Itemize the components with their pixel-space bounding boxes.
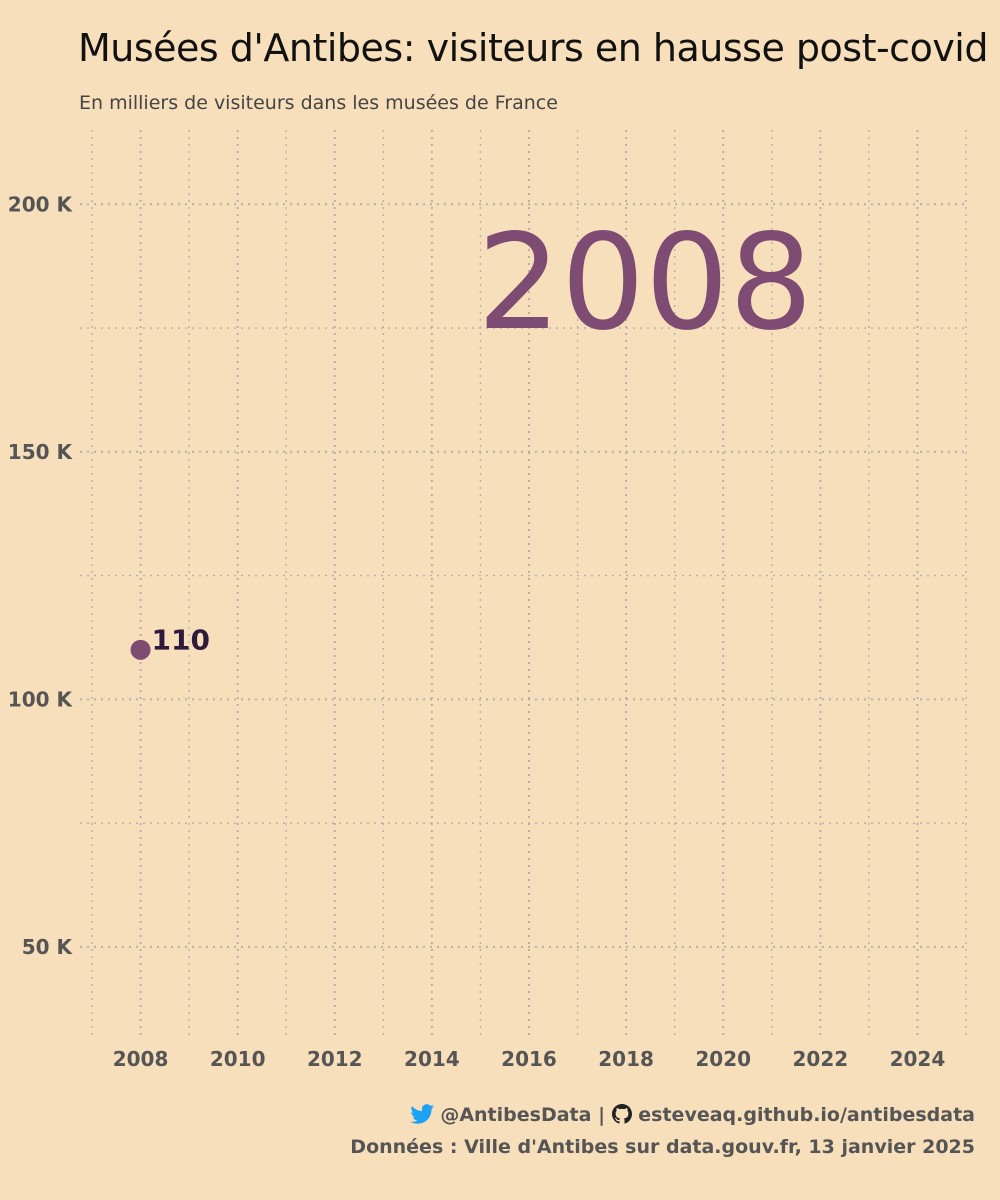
twitter-handle[interactable]: @AntibesData xyxy=(440,1104,592,1126)
x-tick-label: 2012 xyxy=(307,1047,363,1071)
chart-area: 50 K 100 K 150 K 200 K 2008 2010 2012 2014 2016… xyxy=(8,130,967,1071)
x-tick-label: 2022 xyxy=(792,1047,848,1071)
y-tick-label: 100 K xyxy=(8,687,74,711)
y-axis-tick-labels: 50 K 100 K 150 K 200 K xyxy=(8,192,74,959)
x-axis-tick-labels: 2008 2010 2012 2014 2016 2018 2020 2022 2024 xyxy=(113,1047,946,1071)
twitter-bird-icon xyxy=(409,1104,434,1124)
data-source: Données : Ville d'Antibes sur data.gouv.… xyxy=(350,1136,975,1158)
current-year-label: 2008 xyxy=(477,206,813,360)
chart-subtitle: En milliers de visiteurs dans les musées… xyxy=(79,92,558,114)
chart-title: Musées d'Antibes: visiteurs en hausse po… xyxy=(78,26,989,70)
y-tick-label: 150 K xyxy=(8,440,74,464)
data-point-label: 110 xyxy=(152,623,210,656)
x-tick-label: 2018 xyxy=(598,1047,654,1071)
y-tick-label: 200 K xyxy=(8,192,74,216)
y-tick-label: 50 K xyxy=(22,935,74,959)
credits-line: @AntibesData | esteveaq.github.io/antibe… xyxy=(409,1104,975,1126)
caption-separator: | xyxy=(598,1104,606,1126)
github-url[interactable]: esteveaq.github.io/antibesdata xyxy=(638,1104,975,1126)
x-tick-label: 2020 xyxy=(695,1047,751,1071)
grid-lines xyxy=(80,130,967,1036)
x-tick-label: 2010 xyxy=(210,1047,266,1071)
x-tick-label: 2008 xyxy=(113,1047,169,1071)
x-tick-label: 2024 xyxy=(890,1047,946,1071)
x-tick-label: 2014 xyxy=(404,1047,460,1071)
x-tick-label: 2016 xyxy=(501,1047,557,1071)
github-icon xyxy=(611,1104,632,1124)
data-point xyxy=(130,639,151,660)
data-points: 110 xyxy=(130,623,210,660)
